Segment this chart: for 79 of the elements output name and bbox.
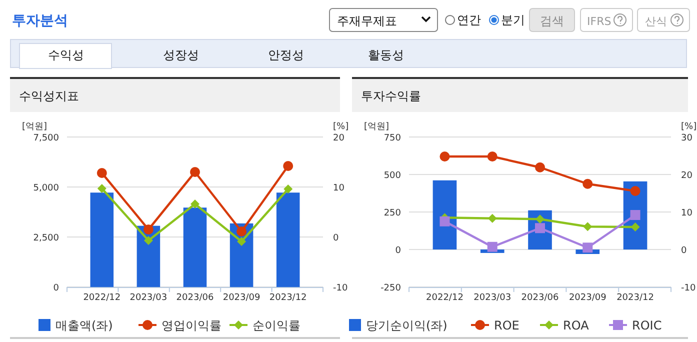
- text: 수익성: [48, 48, 84, 62]
- text: 활동성: [368, 48, 404, 62]
- point: [236, 226, 247, 236]
- point: [440, 152, 450, 162]
- x-tick-label: 2023/12: [616, 293, 654, 303]
- dropdown-field: 주재무제표: [329, 8, 438, 32]
- x-tick-label: 2023/06: [176, 293, 214, 303]
- x-tick-label: 2023/09: [222, 293, 261, 303]
- point: [144, 236, 153, 245]
- y-tick-label: 7,500: [33, 134, 60, 144]
- x-tick-label: 2022/12: [83, 293, 121, 303]
- point: [283, 161, 294, 171]
- legend-label: 당기순이익(좌): [366, 318, 448, 332]
- text: 성장성: [163, 48, 199, 62]
- chart-title: 수익성지표: [19, 89, 79, 103]
- y2-tick-label: 0: [681, 246, 687, 256]
- point: [487, 152, 498, 162]
- y2-tick-label: 30: [681, 134, 693, 144]
- y2-tick-label: 10: [333, 184, 345, 194]
- point: [190, 167, 200, 177]
- point: [583, 222, 592, 232]
- y-axis-title: [억원]: [22, 122, 48, 132]
- point: [237, 237, 246, 246]
- point: [535, 162, 545, 172]
- point: [96, 168, 107, 178]
- text: 안정성: [268, 48, 304, 62]
- x-tick-label: 2022/12: [426, 293, 464, 303]
- y2-tick-label: 10: [681, 208, 693, 218]
- y2-tick-label: -10: [681, 284, 696, 294]
- y2-tick-label: 20: [333, 134, 345, 144]
- y-tick-label: 250: [384, 208, 402, 218]
- bar: [183, 208, 207, 287]
- y2-axis-title: [%]: [681, 122, 697, 132]
- text: 투자분석: [12, 13, 68, 29]
- y2-axis-title: [%]: [333, 122, 349, 132]
- point: [582, 178, 593, 189]
- y-tick-label: 500: [384, 171, 402, 181]
- x-tick-label: 2023/09: [568, 293, 607, 303]
- point: [440, 216, 450, 226]
- point: [487, 242, 498, 252]
- text: IFRS: [587, 15, 612, 28]
- bar: [432, 180, 457, 250]
- y-tick-label: 0: [53, 284, 60, 294]
- y2-tick-label: 0: [333, 234, 339, 244]
- text: 연간: [457, 13, 481, 27]
- bar: [90, 192, 114, 287]
- y-axis-title: [억원]: [364, 122, 390, 132]
- y-tick-label: 750: [384, 134, 402, 144]
- y-tick-label: -250: [380, 284, 402, 294]
- point: [630, 210, 640, 220]
- text: 검색: [540, 14, 564, 28]
- legend-label: 순이익률: [252, 318, 300, 332]
- point: [143, 224, 154, 234]
- legend-label: ROE: [494, 318, 520, 332]
- point: [582, 242, 593, 253]
- point: [630, 186, 640, 196]
- y2-tick-label: 20: [681, 171, 693, 181]
- y-tick-label: 0: [395, 246, 402, 256]
- point: [190, 200, 200, 208]
- text: 분기: [501, 13, 525, 27]
- point: [284, 184, 293, 194]
- legend-label: ROA: [563, 318, 590, 332]
- y2-tick-label: -10: [333, 284, 348, 294]
- legend-label: ROIC: [632, 318, 662, 332]
- x-tick-label: 2023/12: [269, 293, 307, 303]
- x-tick-label: 2023/03: [130, 293, 168, 303]
- point: [97, 184, 106, 193]
- point: [630, 222, 640, 232]
- point: [488, 214, 497, 223]
- chart-title: 투자수익률: [361, 89, 421, 103]
- bar: [276, 192, 300, 287]
- point: [536, 214, 544, 224]
- legend-label: 영업이익률: [162, 318, 222, 332]
- y-tick-label: 2,500: [33, 234, 60, 244]
- x-tick-label: 2023/03: [474, 293, 512, 303]
- text: 산식: [645, 15, 667, 28]
- y-tick-label: 5,000: [33, 184, 60, 194]
- x-tick-label: 2023/06: [521, 293, 559, 303]
- legend-label: 매출액(좌): [56, 318, 113, 332]
